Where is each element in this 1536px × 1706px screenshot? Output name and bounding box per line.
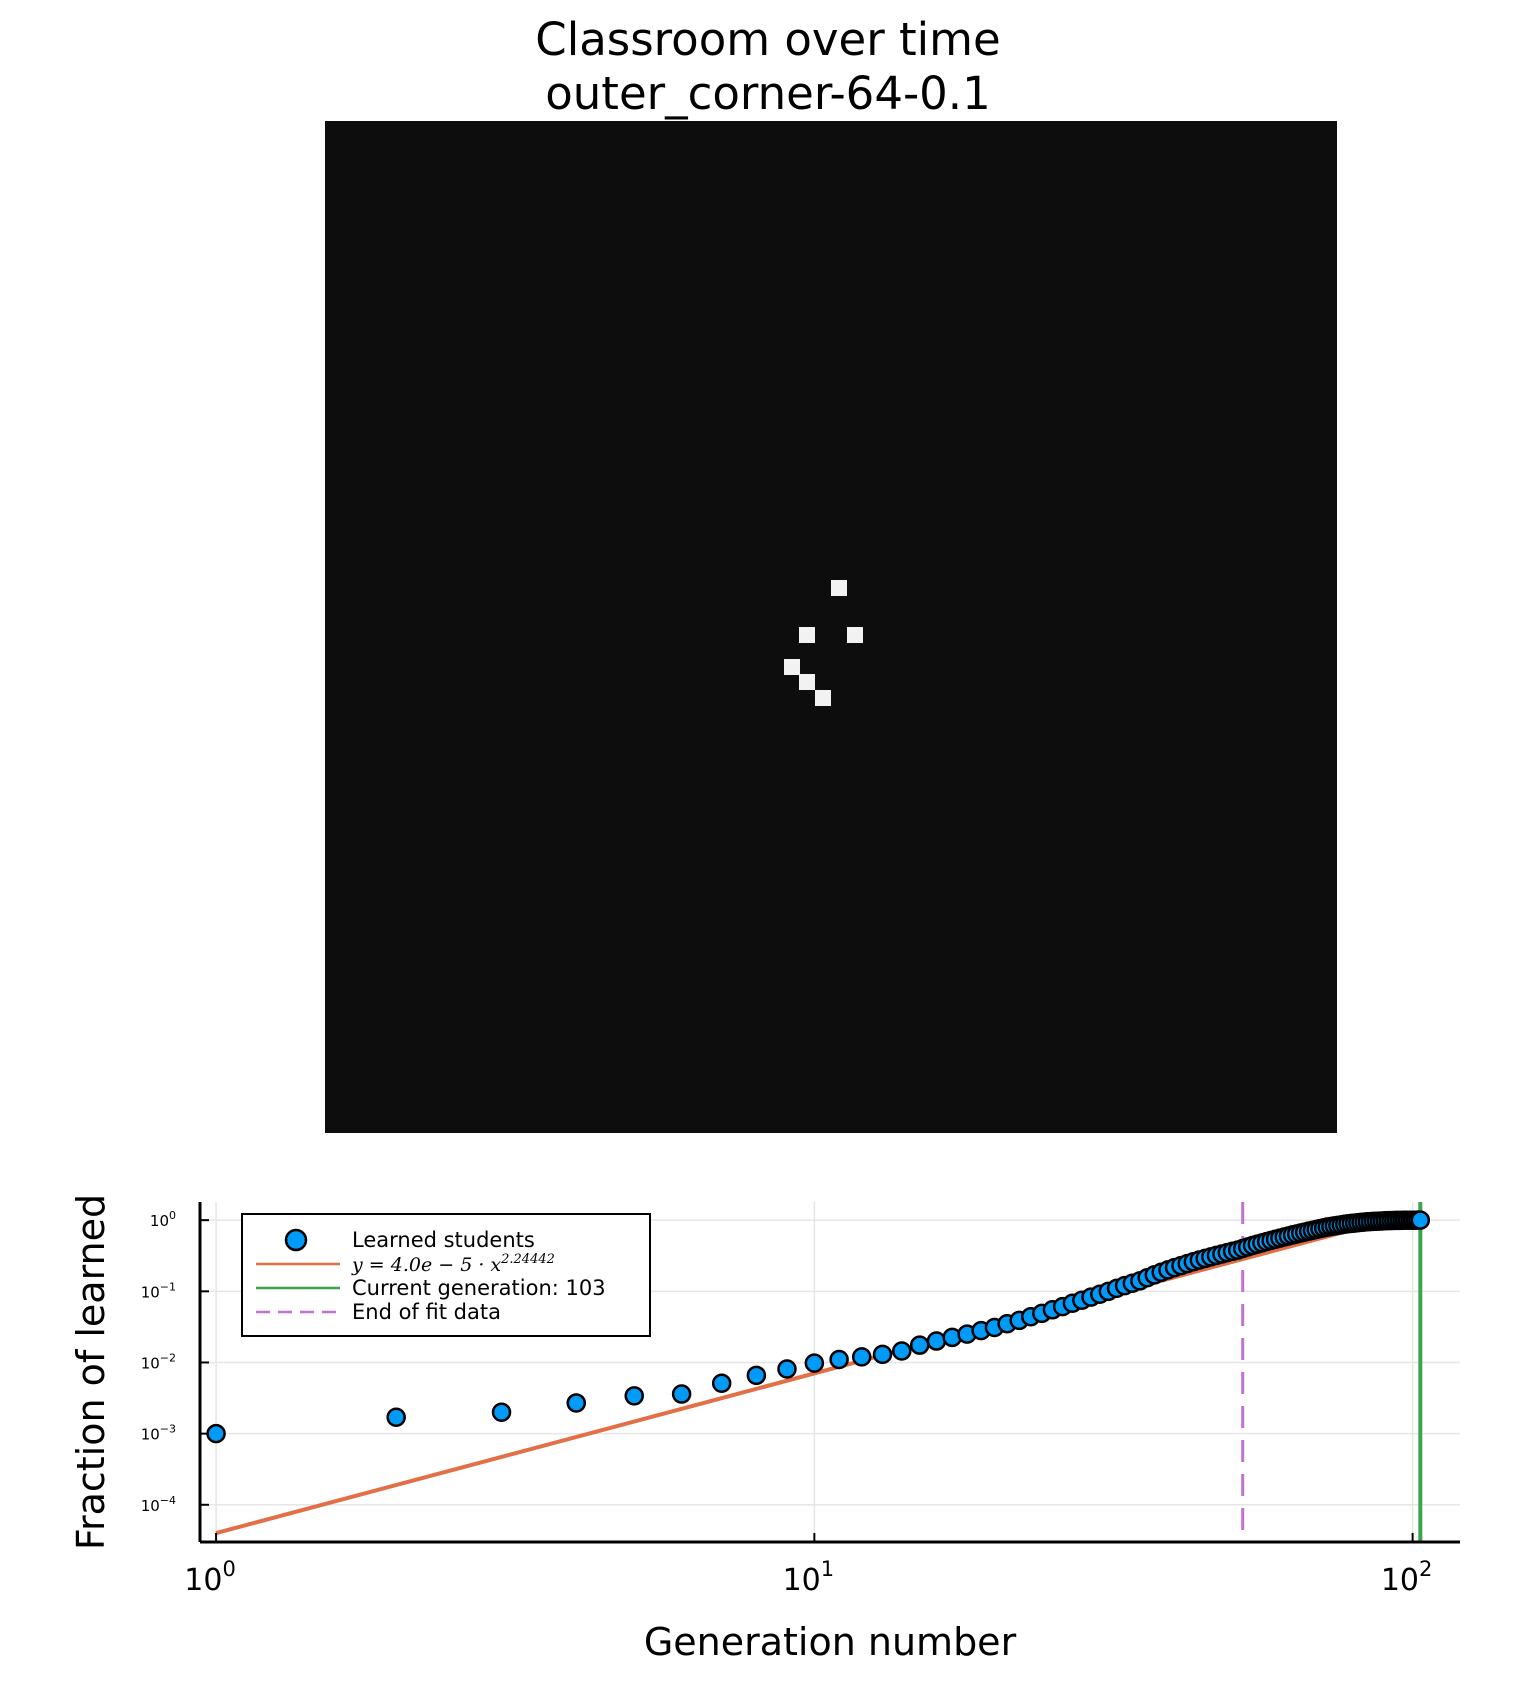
data-point [872,1344,893,1365]
fit-line [215,1209,1421,1536]
y-tick-exp: −2 [160,1351,176,1364]
data-point [804,1353,825,1373]
legend: Learned students y = 4.0e − 5 · x2.24442… [241,1213,651,1337]
plot-axes [198,1202,1460,1544]
x-tick-base: 10 [783,1563,821,1598]
data-point [206,1423,226,1444]
learned-student-cell [783,658,800,675]
y-tick-label: 10−2 [141,1351,176,1372]
legend-label-current: Current generation: 103 [352,1276,606,1300]
y-tick-label: 10−3 [141,1423,176,1444]
data-point [777,1359,797,1379]
x-tick-base: 10 [184,1563,222,1598]
learned-student-cell [846,627,863,643]
data-point [566,1393,587,1413]
y-tick-label: 10−1 [141,1280,176,1301]
data-point [491,1402,512,1422]
legend-label-fit: y = 4.0e − 5 · x2.24442 [351,1252,555,1276]
y-tick-label: 10−4 [141,1494,176,1515]
chart-title-line-1: Classroom over time [535,13,1001,66]
data-point [624,1386,645,1406]
chart-title-line-2: outer_corner-64-0.1 [545,67,991,120]
data-point [711,1373,732,1394]
data-point [386,1407,406,1427]
learned-student-cell [799,627,816,643]
legend-box [241,1213,651,1337]
learned-student-cell [831,579,847,596]
y-axis-label: Fraction of learned [69,1194,113,1550]
y-tick-base: 10 [141,1426,160,1444]
legend-label-fit-main: y = 4.0e − 5 · x [351,1254,501,1276]
y-tick-exp: −3 [160,1423,176,1436]
legend-label-end: End of fit data [352,1300,501,1324]
y-tick-base: 10 [141,1497,160,1515]
y-tick-label: 100 [150,1209,176,1230]
x-tick-exp: 2 [1419,1557,1432,1581]
data-point [1410,1210,1431,1230]
learned-student-cell [799,674,816,691]
data-point [909,1335,930,1355]
data-point [926,1331,947,1351]
x-tick-exp: 1 [821,1557,834,1581]
plot-points [206,1210,1431,1444]
data-point [829,1349,849,1370]
x-tick-label: 100 [184,1557,236,1598]
x-tick-base: 10 [1381,1563,1419,1598]
data-point [892,1341,912,1361]
y-tick-exp: −1 [160,1280,176,1293]
y-tick-base: 10 [150,1212,169,1230]
y-tick-exp: 0 [169,1209,176,1222]
legend-marker-scatter [284,1228,308,1252]
legend-label-fit-exp: 2.24442 [500,1252,555,1267]
learned-student-cell [815,690,832,707]
y-tick-base: 10 [141,1283,160,1301]
x-tick-label: 102 [1381,1557,1433,1598]
y-tick-base: 10 [141,1354,160,1372]
x-axis-label: Generation number [644,1620,1017,1664]
x-tick-exp: 0 [222,1557,235,1581]
x-tick-label: 101 [783,1557,835,1598]
data-point [851,1347,872,1367]
data-point [671,1384,692,1404]
legend-label-scatter: Learned students [352,1228,535,1252]
data-point [746,1365,767,1386]
classroom-heatmap [325,121,1337,1133]
y-tick-exp: −4 [160,1494,176,1507]
plot-lines [215,1202,1423,1542]
